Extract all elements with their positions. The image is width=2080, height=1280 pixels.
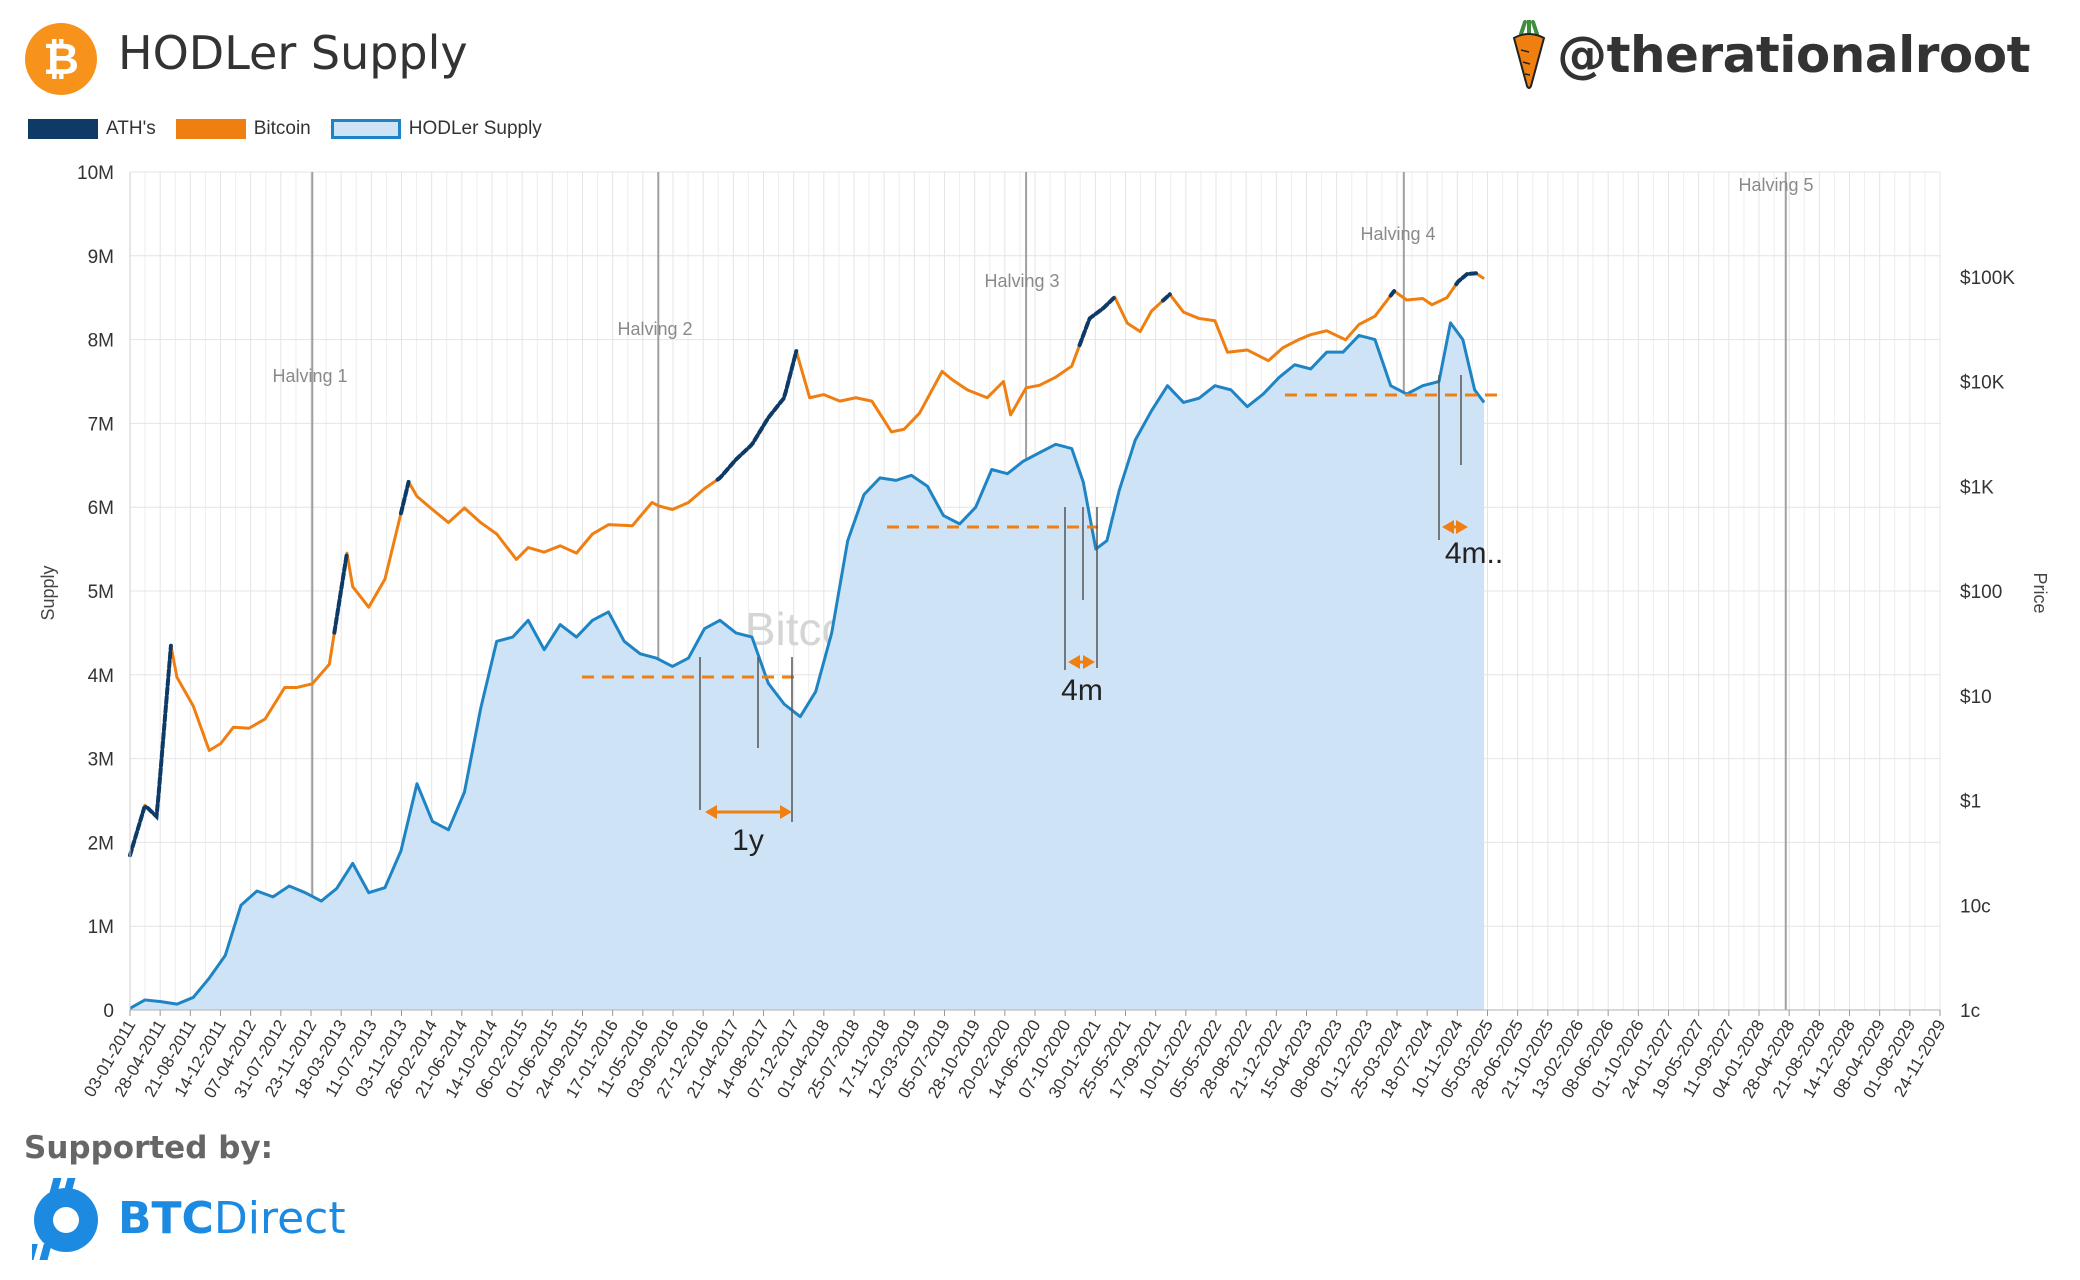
duration-arrow-head-right [1456, 520, 1468, 534]
bitcoin-logo-icon: ₿ [24, 22, 98, 101]
duration-label: 4m.. [1445, 537, 1503, 570]
halving-label: Halving 4 [1360, 224, 1435, 244]
ath-marker-segment [332, 551, 349, 635]
y-tick-label-left: 2M [88, 833, 114, 854]
legend-label-bitcoin: Bitcoin [253, 118, 311, 139]
legend-swatch-ath [28, 119, 98, 139]
y-tick-label-left: 6M [88, 498, 114, 519]
sponsor-logo[interactable]: BTCDirect [32, 1176, 346, 1260]
ath-marker-segment [1454, 271, 1478, 287]
duration-arrow-head-left [705, 805, 717, 819]
sponsor-name: BTCDirect [118, 1193, 346, 1244]
duration-label: 4m [1061, 674, 1103, 707]
legend-swatch-bitcoin [175, 119, 246, 139]
y-tick-label-left: 0 [103, 1001, 114, 1022]
carrot-icon [1512, 20, 1546, 89]
y-tick-label-right: $100 [1960, 582, 2002, 603]
halving-label: Halving 3 [984, 271, 1059, 291]
legend-item-hodler-supply[interactable]: HODLer Supply [330, 118, 542, 140]
y-tick-label-left: 9M [88, 247, 114, 268]
legend-item-ath[interactable]: ATH's [28, 118, 156, 140]
y-tick-label-left: 10M [77, 163, 114, 184]
y-tick-label-left: 5M [88, 582, 114, 603]
duration-arrow-head-left [1442, 520, 1454, 534]
hodler-supply-chart: BitcoinStrategyPlatform.comHalving 1Halv… [38, 163, 2050, 1101]
halving-label: Halving 5 [1738, 175, 1813, 195]
hodler-supply-line [129, 321, 1486, 1010]
hodler-supply-area [130, 322, 1485, 1011]
page-title: HODLer Supply [118, 26, 468, 80]
ath-marker-segment [715, 349, 799, 482]
halving-label: Halving 2 [617, 319, 692, 339]
duration-arrow-head-left [1068, 655, 1080, 669]
y-tick-label-left: 3M [88, 750, 114, 771]
footer: Supported by: BTCDirect [24, 1130, 346, 1260]
y-tick-label-left: 4M [88, 666, 114, 687]
y-tick-label-left: 7M [88, 414, 114, 435]
legend-item-bitcoin[interactable]: Bitcoin [175, 118, 311, 140]
legend-label-ath: ATH's [106, 118, 156, 139]
ath-marker-segment [128, 643, 173, 858]
supported-by-label: Supported by: [24, 1130, 273, 1166]
sponsor-name-bold: BTC [118, 1192, 214, 1244]
bitcoin-glyph: ₿ [43, 34, 79, 85]
header: ₿ HODLer Supply @therationalroot [0, 0, 2080, 120]
ath-marker-segment [1077, 295, 1117, 348]
y-axis-title-right: Price [2030, 572, 2050, 613]
y-tick-label-right: 1c [1960, 1001, 1980, 1022]
halving-label: Halving 1 [272, 366, 347, 386]
duration-arrow-head-right [780, 805, 792, 819]
y-tick-label-right: $10K [1960, 373, 2005, 394]
btcdirect-logo-icon [32, 1178, 98, 1260]
legend-label-hodler-supply: HODLer Supply [408, 118, 542, 139]
legend: ATH's Bitcoin HODLer Supply [28, 116, 562, 142]
ath-marker-segment [398, 479, 411, 516]
duration-label: 1y [732, 824, 764, 857]
y-tick-label-right: $1K [1960, 477, 1994, 498]
y-axis-title-left: Supply [38, 565, 58, 620]
brand-handle: @therationalroot [1557, 26, 2030, 84]
sponsor-name-rest: Direct [213, 1192, 346, 1244]
y-tick-label-left: 1M [88, 917, 114, 938]
y-tick-label-right: $1 [1960, 792, 1981, 813]
duration-arrow-head-right [1083, 655, 1095, 669]
y-tick-label-right: 10c [1960, 896, 1991, 917]
y-tick-label-right: $100K [1960, 268, 2015, 289]
legend-swatch-hodler-supply [330, 119, 401, 139]
brand: @therationalroot [1511, 20, 2030, 90]
y-tick-label-right: $10 [1960, 687, 1992, 708]
y-tick-label-left: 8M [88, 331, 114, 352]
ath-marker-segment [1161, 292, 1172, 303]
ath-marker-segment [1388, 289, 1397, 298]
